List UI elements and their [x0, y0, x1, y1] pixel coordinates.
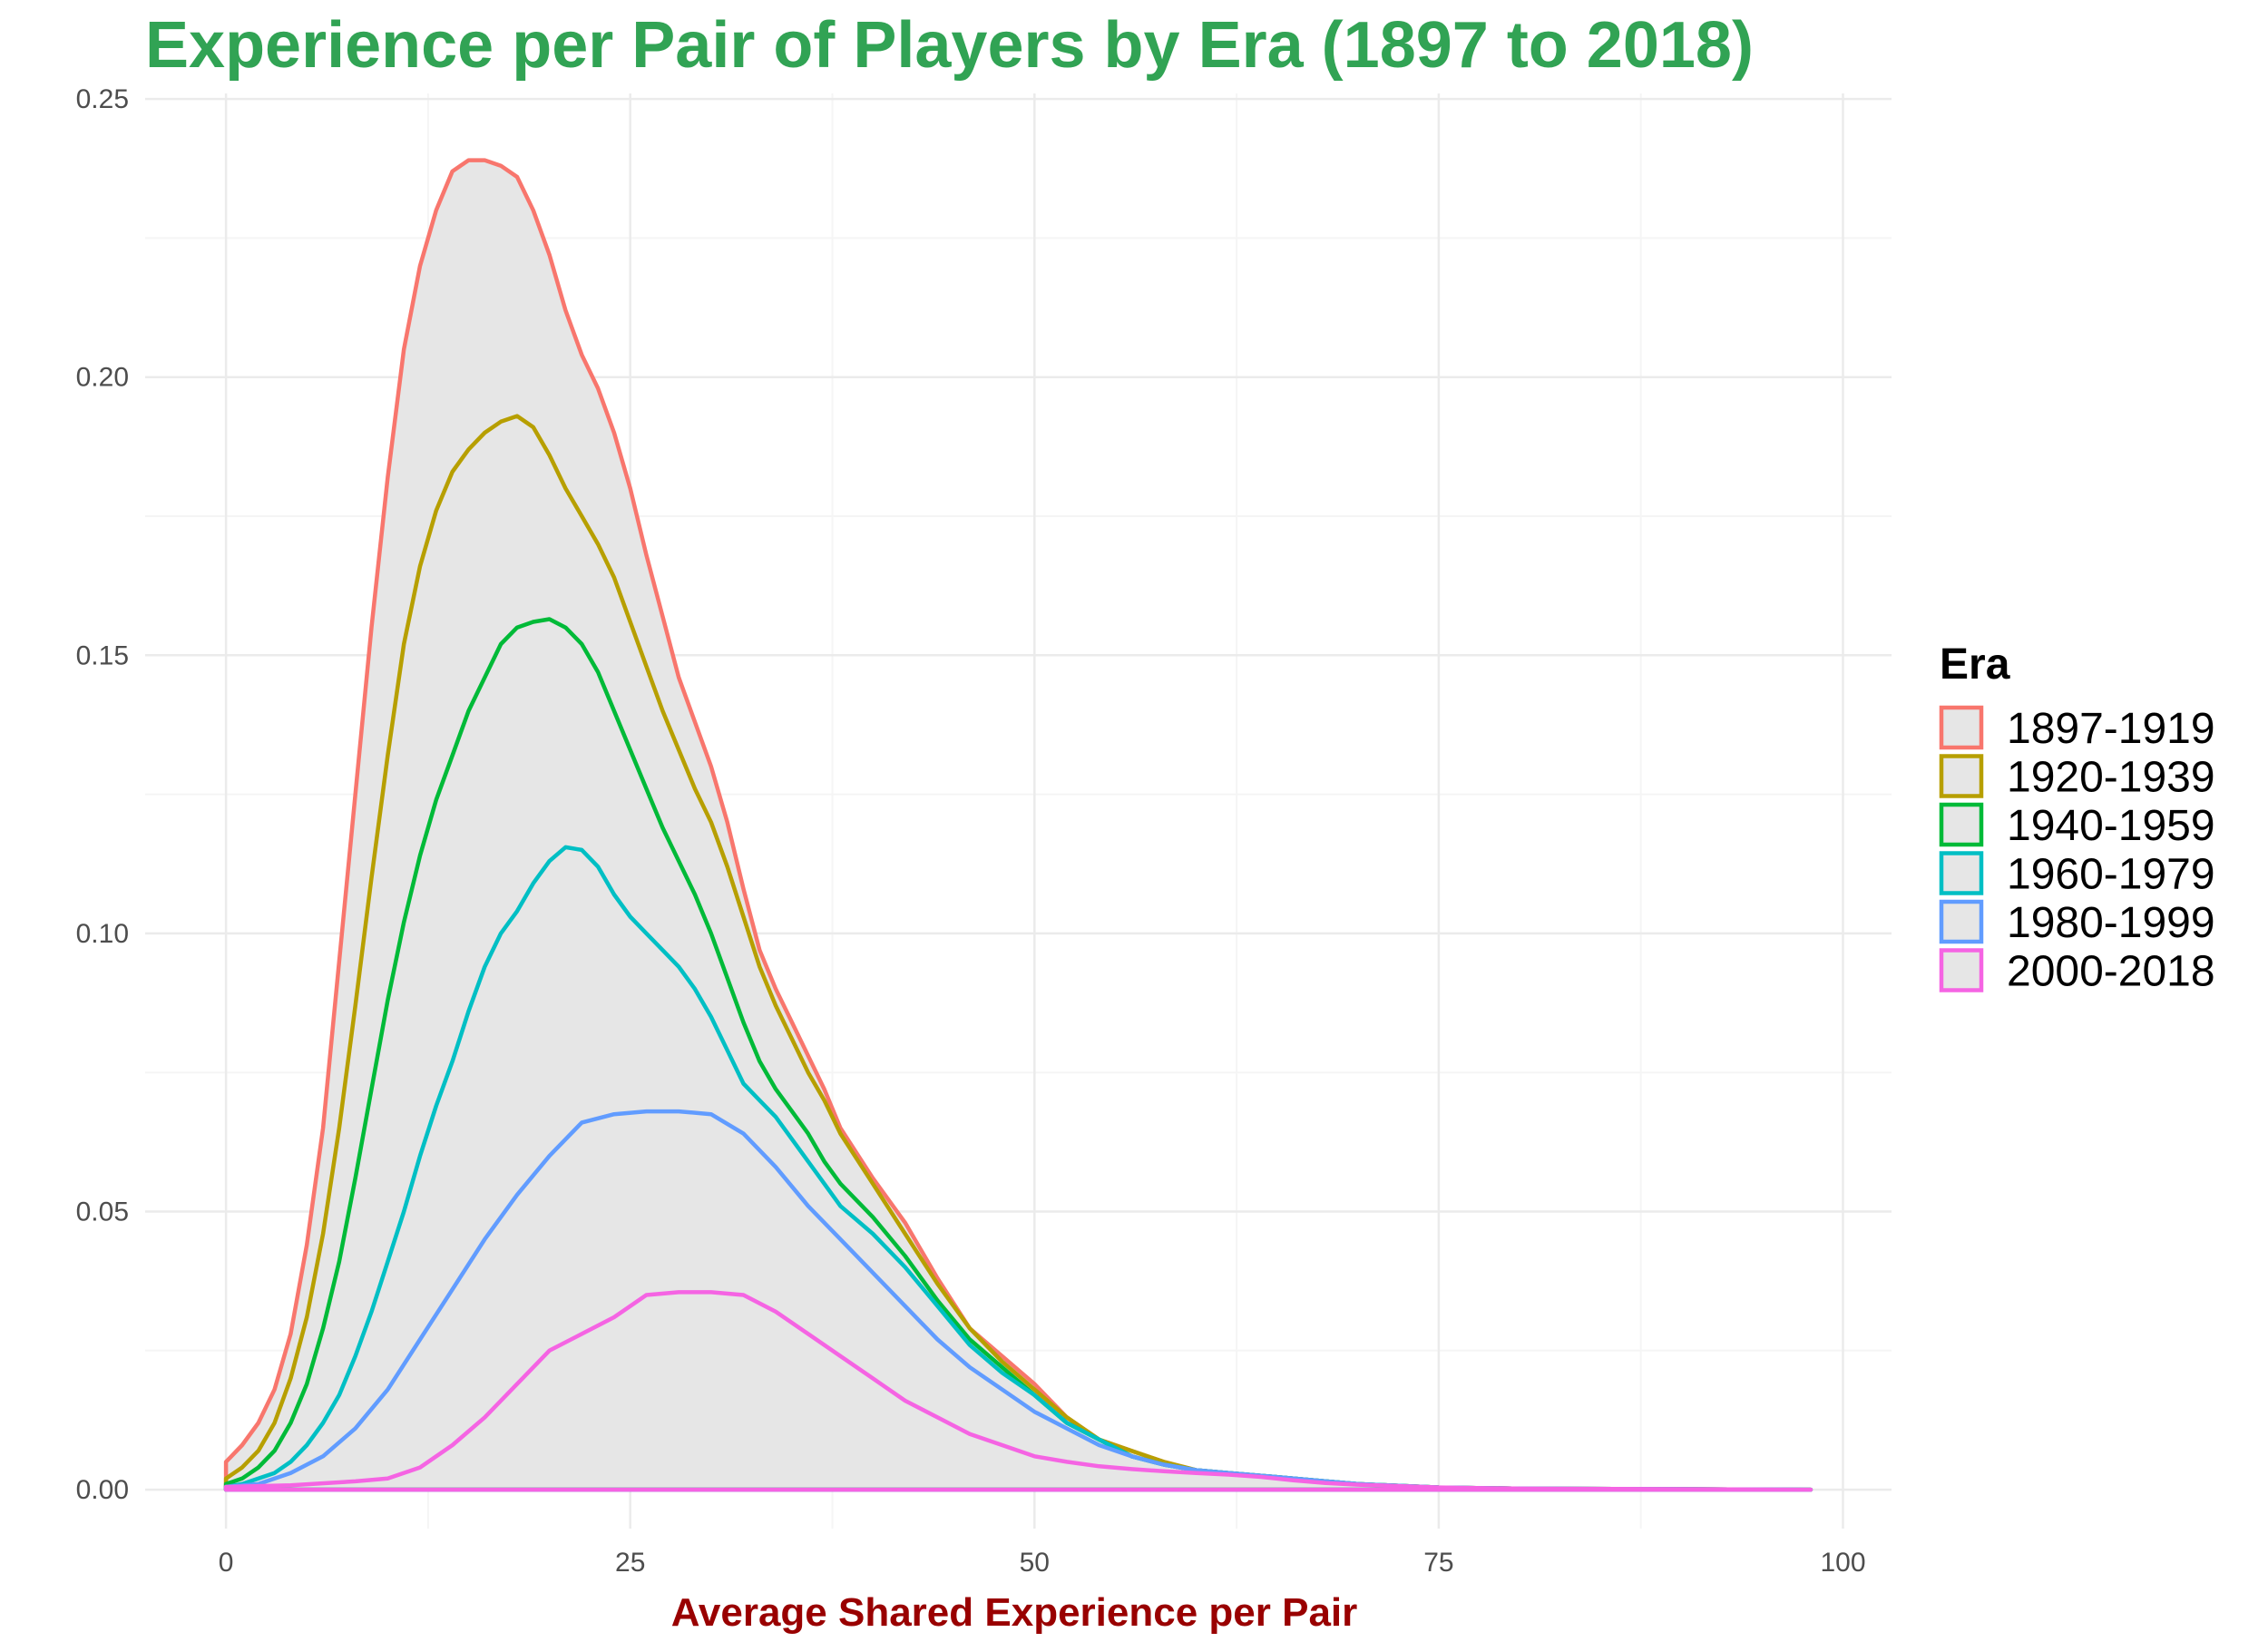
legend-title: Era — [1940, 640, 2010, 689]
y-tick-label: 0.25 — [76, 84, 129, 114]
density-areas — [226, 160, 1811, 1491]
legend: Era 1897-19191920-19391940-19591960-1979… — [1939, 640, 2215, 996]
y-axis-ticks: 0.00 0.05 0.10 0.15 0.20 0.25 — [76, 84, 129, 1505]
legend-label-1940-1959: 1940-1959 — [2007, 802, 2215, 850]
legend-label-1897-1919: 1897-1919 — [2007, 705, 2215, 753]
legend-label-1920-1939: 1920-1939 — [2007, 754, 2215, 802]
y-tick-label: 0.05 — [76, 1197, 129, 1227]
legend-key-1897-1919 — [1939, 705, 1984, 750]
density-line-2000-2018 — [223, 1290, 1813, 1492]
legend-key-1940-1959 — [1939, 802, 1984, 847]
x-axis-ticks: 0 25 50 75 100 — [219, 1548, 1866, 1578]
legend-label-1980-1999: 1980-1999 — [2007, 899, 2215, 947]
legend-items: 1897-19191920-19391940-19591960-19791980… — [1939, 705, 2215, 996]
legend-label-2000-2018: 2000-2018 — [2007, 948, 2215, 996]
legend-key-2000-2018 — [1939, 948, 1984, 992]
density-area-2000-2018 — [226, 1292, 1811, 1491]
y-tick-label: 0.15 — [76, 640, 129, 670]
legend-key-1960-1979 — [1939, 851, 1984, 895]
y-tick-label: 0.20 — [76, 363, 129, 393]
x-axis-label: Average Shared Experience per Pair — [671, 1590, 1358, 1635]
x-tick-label: 50 — [1020, 1548, 1050, 1578]
legend-label-1960-1979: 1960-1979 — [2007, 851, 2215, 899]
x-tick-label: 0 — [219, 1548, 234, 1578]
x-tick-label: 75 — [1423, 1548, 1453, 1578]
legend-key-1980-1999 — [1939, 899, 1984, 944]
x-tick-label: 25 — [615, 1548, 645, 1578]
x-tick-label: 100 — [1820, 1548, 1865, 1578]
y-tick-label: 0.00 — [76, 1475, 129, 1505]
chart-title: Experience per Pair of Players by Era (1… — [145, 9, 1754, 82]
density-lines — [223, 158, 1813, 1492]
y-tick-label: 0.10 — [76, 919, 129, 949]
legend-key-1920-1939 — [1939, 754, 1984, 798]
